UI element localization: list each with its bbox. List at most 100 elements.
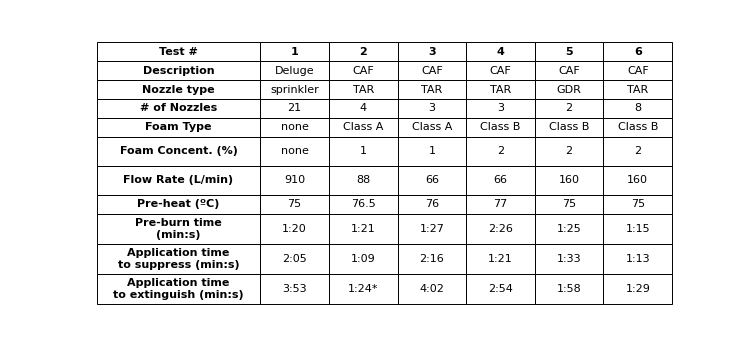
Bar [398, 274, 466, 304]
Bar [329, 43, 398, 61]
Text: 1:15: 1:15 [626, 224, 650, 234]
Bar [329, 61, 398, 80]
Bar [604, 195, 672, 214]
Bar [398, 61, 466, 80]
Bar [398, 43, 466, 61]
Text: 1:13: 1:13 [626, 254, 650, 264]
Text: 2:16: 2:16 [419, 254, 444, 264]
Text: 1:21: 1:21 [488, 254, 513, 264]
Text: 1:24*: 1:24* [348, 284, 379, 294]
Text: 75: 75 [287, 199, 302, 209]
Text: GDR: GDR [556, 84, 581, 95]
Bar [535, 244, 604, 274]
Bar [604, 80, 672, 99]
Bar [535, 118, 604, 137]
Bar [398, 195, 466, 214]
Text: 76: 76 [424, 199, 439, 209]
Bar [260, 195, 329, 214]
Bar [329, 214, 398, 244]
Bar [466, 61, 535, 80]
Text: Class B: Class B [549, 122, 590, 132]
Bar [466, 80, 535, 99]
Bar [97, 118, 260, 137]
Text: 2:05: 2:05 [282, 254, 307, 264]
Text: 6: 6 [634, 47, 642, 57]
Text: 2:26: 2:26 [488, 224, 513, 234]
Text: 1:21: 1:21 [351, 224, 376, 234]
Text: 2: 2 [566, 103, 573, 113]
Bar [535, 61, 604, 80]
Text: 2: 2 [497, 146, 504, 156]
Text: Test #: Test # [159, 47, 198, 57]
Text: 1:27: 1:27 [419, 224, 444, 234]
Text: 1:09: 1:09 [351, 254, 376, 264]
Text: Class B: Class B [617, 122, 658, 132]
Text: 66: 66 [494, 175, 508, 185]
Text: Class A: Class A [343, 122, 383, 132]
Bar [535, 43, 604, 61]
Text: 21: 21 [287, 103, 302, 113]
Bar [604, 214, 672, 244]
Text: 75: 75 [562, 199, 576, 209]
Bar [260, 99, 329, 118]
Bar [97, 274, 260, 304]
Text: 3: 3 [428, 47, 436, 57]
Bar [97, 195, 260, 214]
Bar [398, 80, 466, 99]
Bar [97, 80, 260, 99]
Text: 1:25: 1:25 [556, 224, 581, 234]
Text: CAF: CAF [558, 66, 580, 76]
Text: 8: 8 [634, 103, 641, 113]
Text: 2: 2 [634, 146, 641, 156]
Text: 3:53: 3:53 [282, 284, 307, 294]
Bar [260, 118, 329, 137]
Text: CAF: CAF [627, 66, 649, 76]
Bar [535, 274, 604, 304]
Bar [97, 61, 260, 80]
Text: TAR: TAR [627, 84, 649, 95]
Text: 1:20: 1:20 [282, 224, 307, 234]
Bar [604, 118, 672, 137]
Bar [398, 166, 466, 195]
Text: 66: 66 [424, 175, 439, 185]
Bar [535, 214, 604, 244]
Text: CAF: CAF [421, 66, 442, 76]
Bar [260, 244, 329, 274]
Bar [466, 195, 535, 214]
Bar [398, 99, 466, 118]
Text: 1: 1 [360, 146, 367, 156]
Bar [466, 118, 535, 137]
Bar [97, 43, 260, 61]
Bar [329, 137, 398, 166]
Bar [466, 244, 535, 274]
Text: 1: 1 [428, 146, 435, 156]
Bar [535, 166, 604, 195]
Text: Nozzle type: Nozzle type [142, 84, 214, 95]
Bar [97, 137, 260, 166]
Bar [260, 43, 329, 61]
Text: 2:54: 2:54 [488, 284, 513, 294]
Bar [329, 118, 398, 137]
Bar [260, 80, 329, 99]
Text: none: none [280, 122, 308, 132]
Bar [466, 43, 535, 61]
Bar [604, 244, 672, 274]
Text: Description: Description [142, 66, 214, 76]
Bar [398, 214, 466, 244]
Bar [604, 274, 672, 304]
Bar [466, 214, 535, 244]
Text: Deluge: Deluge [274, 66, 314, 76]
Bar [466, 166, 535, 195]
Text: Application time
to extinguish (min:s): Application time to extinguish (min:s) [113, 278, 244, 300]
Text: TAR: TAR [490, 84, 511, 95]
Text: 75: 75 [631, 199, 645, 209]
Text: sprinkler: sprinkler [270, 84, 319, 95]
Text: 160: 160 [627, 175, 648, 185]
Bar [604, 137, 672, 166]
Text: 4: 4 [360, 103, 367, 113]
Bar [604, 43, 672, 61]
Bar [329, 99, 398, 118]
Bar [535, 80, 604, 99]
Text: 2: 2 [359, 47, 367, 57]
Text: TAR: TAR [352, 84, 374, 95]
